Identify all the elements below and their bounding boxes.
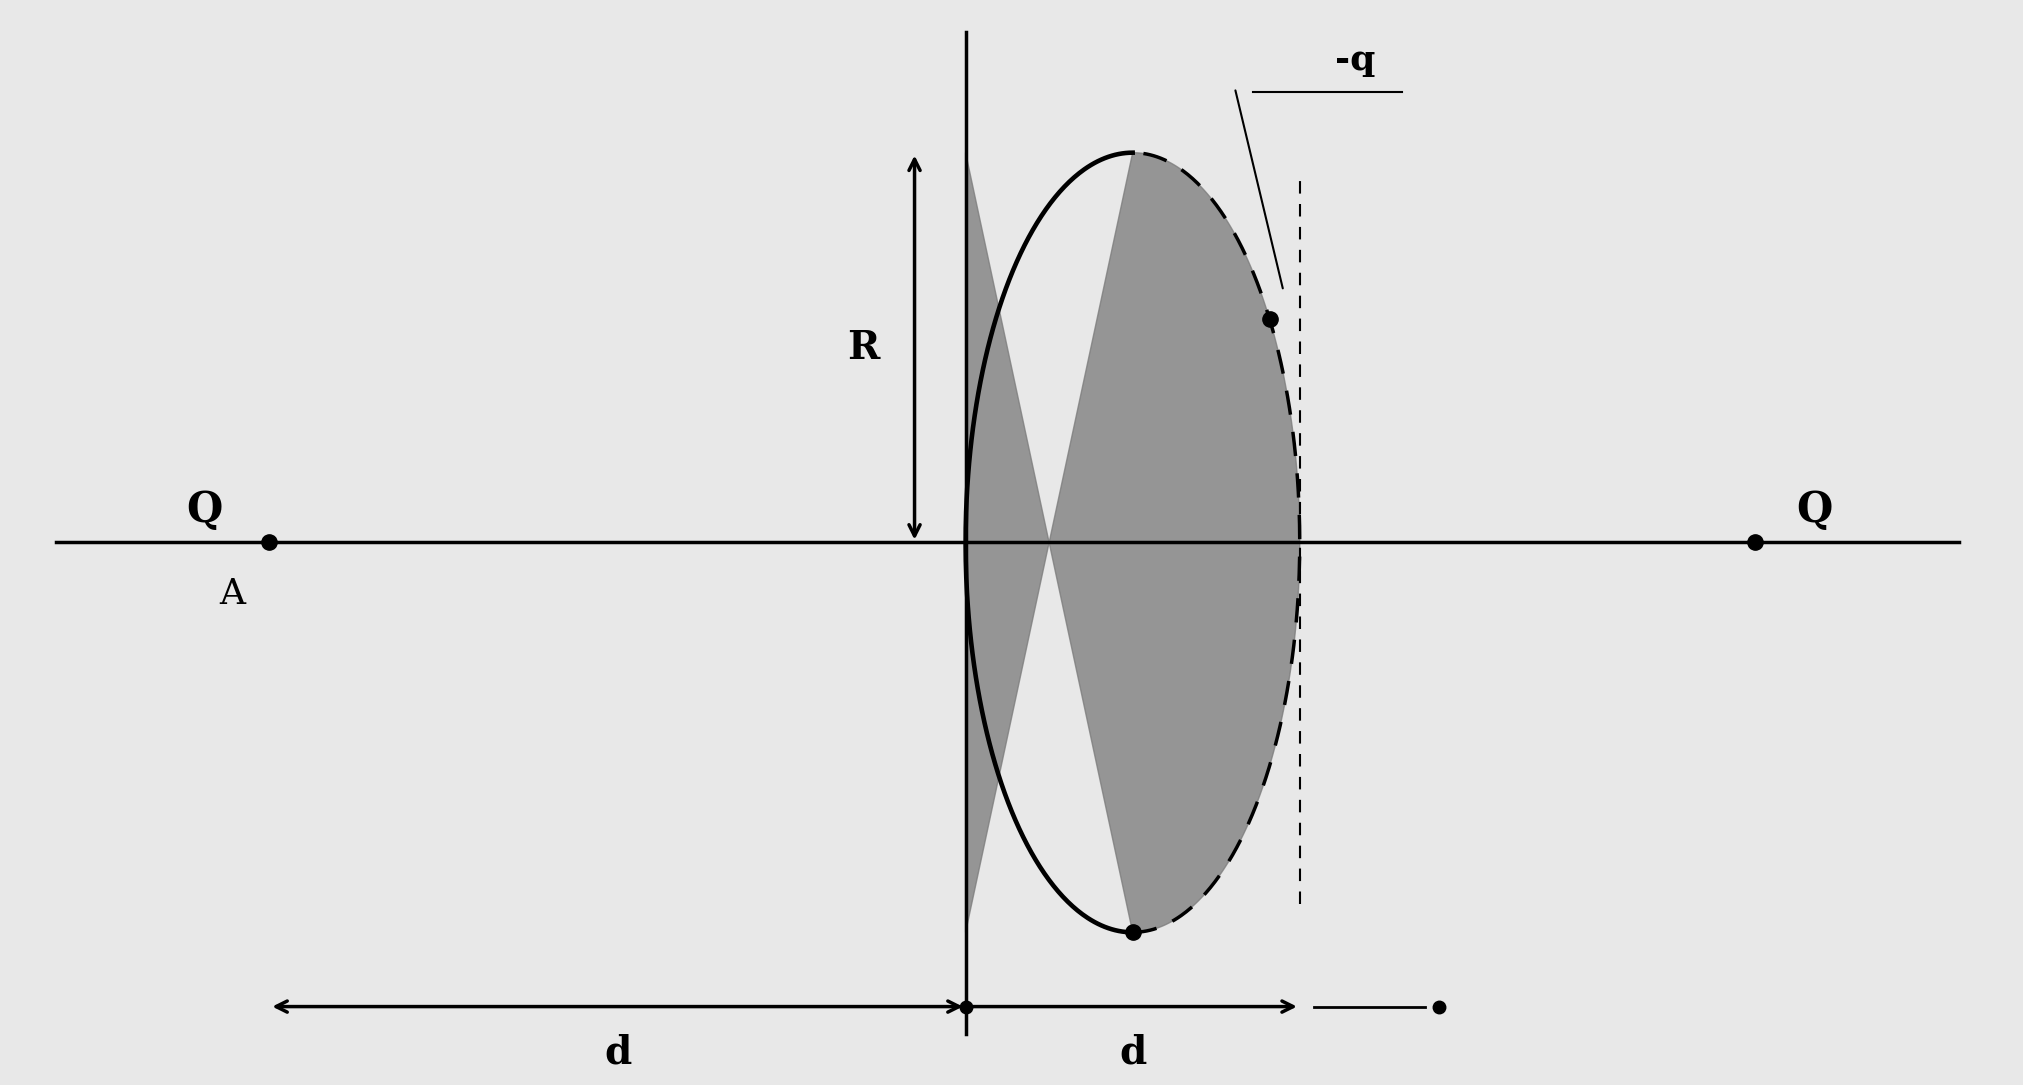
Polygon shape bbox=[965, 153, 1299, 932]
Text: A: A bbox=[218, 576, 245, 611]
Text: -q: -q bbox=[1335, 42, 1376, 77]
Text: Q: Q bbox=[186, 489, 223, 531]
Text: d: d bbox=[603, 1034, 631, 1072]
Text: Q: Q bbox=[1796, 489, 1833, 531]
Text: R: R bbox=[848, 329, 880, 367]
Text: d: d bbox=[1119, 1034, 1145, 1072]
